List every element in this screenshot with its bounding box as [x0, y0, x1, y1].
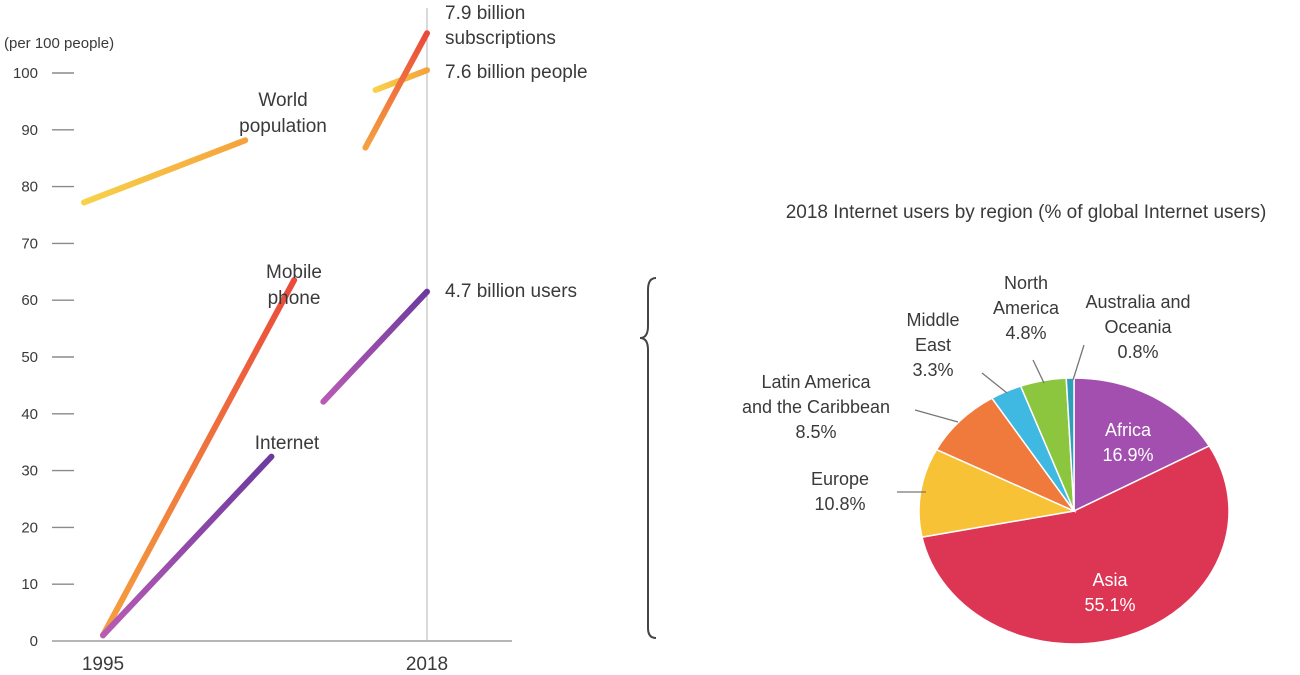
- pie-leader-line: [981, 372, 1008, 394]
- y-tick-label: 70: [21, 235, 38, 252]
- pie-label: Latin America and the Caribbean 8.5%: [742, 372, 890, 442]
- series-line-mobile-phone: [362, 30, 430, 151]
- end-annotation-line: 7.6 billion people: [445, 62, 588, 83]
- pie-label-name: Australia and: [1085, 292, 1190, 312]
- pie-title: 2018 Internet users by region (% of glob…: [786, 202, 1267, 223]
- end-annotation-line: 4.7 billion users: [445, 281, 577, 302]
- series-label-mobile-phone-line: Mobile: [266, 262, 322, 283]
- pie-label-value: 0.8%: [1117, 342, 1158, 362]
- y-tick-label: 20: [21, 519, 38, 536]
- end-annotation-line: subscriptions: [445, 28, 556, 49]
- series-label-internet: Internet: [255, 433, 320, 454]
- y-tick-label: 60: [21, 292, 38, 309]
- y-tick-label: 80: [21, 179, 38, 196]
- series-label-world-population: World population: [239, 90, 327, 137]
- series-line-world-population: [81, 137, 249, 206]
- pie-label-name: North: [1004, 273, 1048, 293]
- pie-leader-line: [1072, 344, 1085, 381]
- pie-slice-africa: [1073, 377, 1211, 513]
- pie-label: Australia and Oceania 0.8%: [1085, 292, 1190, 362]
- pie-label: Middle East 3.3%: [906, 310, 959, 380]
- series-label-world-population-line: World: [258, 90, 307, 111]
- pie-slice-asia: [921, 444, 1230, 645]
- series-label-internet-line: Internet: [255, 433, 320, 454]
- pie-label: Asia 55.1%: [1084, 570, 1135, 615]
- pie-label-name: America: [993, 298, 1060, 318]
- x-tick-label: 1995: [82, 654, 124, 675]
- y-tick-label: 40: [21, 406, 38, 423]
- series-line-internet: [100, 453, 275, 639]
- series-label-mobile-phone-line: phone: [268, 288, 321, 309]
- pie-label-name: Europe: [811, 469, 869, 489]
- line-chart: (per 100 people) 0102030405060708090100 …: [4, 3, 588, 675]
- y-axis-ticks: 0 10 20 30 40 50 60 70 80 90 100: [13, 65, 74, 650]
- series-line-mobile-phone: [100, 277, 298, 639]
- y-tick-label: 50: [21, 349, 38, 366]
- pie-label-name: Asia: [1092, 570, 1128, 590]
- pie-chart: 2018 Internet users by region (% of glob…: [742, 202, 1267, 645]
- pie-label-name: Africa: [1105, 420, 1152, 440]
- pie-leader-line: [1032, 359, 1045, 384]
- y-axis-label: (per 100 people): [4, 35, 114, 52]
- series-labels: World population Mobile phone Internet: [239, 90, 327, 454]
- y-tick-label: 0: [30, 633, 38, 650]
- pie-label-value: 16.9%: [1102, 445, 1153, 465]
- pie-labels: Africa 16.9% Asia 55.1% Europe 10.8% Latin Ame…: [742, 273, 1191, 615]
- y-tick-label: 100: [13, 65, 38, 82]
- y-tick-label: 30: [21, 463, 38, 480]
- pie-leader-line: [914, 409, 959, 423]
- pie-label: North America 4.8%: [993, 273, 1060, 343]
- end-annotations: 7.9 billion subscriptions 7.6 billion peop…: [445, 3, 588, 302]
- pie-label-name: Oceania: [1104, 317, 1172, 337]
- series-lines: [81, 30, 430, 639]
- pie-label-value: 10.8%: [814, 494, 865, 514]
- series-label-world-population-line: population: [239, 116, 327, 137]
- pie-label-name: East: [915, 335, 951, 355]
- pie-label-value: 3.3%: [912, 360, 953, 380]
- pie-label-name: Latin America: [761, 372, 871, 392]
- pie-label: Africa 16.9%: [1102, 420, 1153, 465]
- x-tick-label: 2018: [406, 654, 448, 675]
- pie-label: Europe 10.8%: [811, 469, 869, 514]
- y-tick-label: 10: [21, 576, 38, 593]
- series-line-internet: [320, 288, 430, 405]
- pie-label-value: 8.5%: [795, 422, 836, 442]
- end-annotation: 7.6 billion people: [445, 62, 588, 83]
- pie-slices: [918, 377, 1230, 645]
- pie-label-value: 4.8%: [1005, 323, 1046, 343]
- x-axis-ticks: 1995 2018: [82, 654, 448, 675]
- pie-label-name: Middle: [906, 310, 959, 330]
- end-annotation: 4.7 billion users: [445, 281, 577, 302]
- end-annotation-line: 7.9 billion: [445, 3, 525, 24]
- pie-label-value: 55.1%: [1084, 595, 1135, 615]
- connector-brace: [639, 277, 657, 639]
- series-label-mobile-phone: Mobile phone: [266, 262, 322, 309]
- end-annotation: 7.9 billion subscriptions: [445, 3, 556, 49]
- y-tick-label: 90: [21, 122, 38, 139]
- pie-label-name: and the Caribbean: [742, 397, 890, 417]
